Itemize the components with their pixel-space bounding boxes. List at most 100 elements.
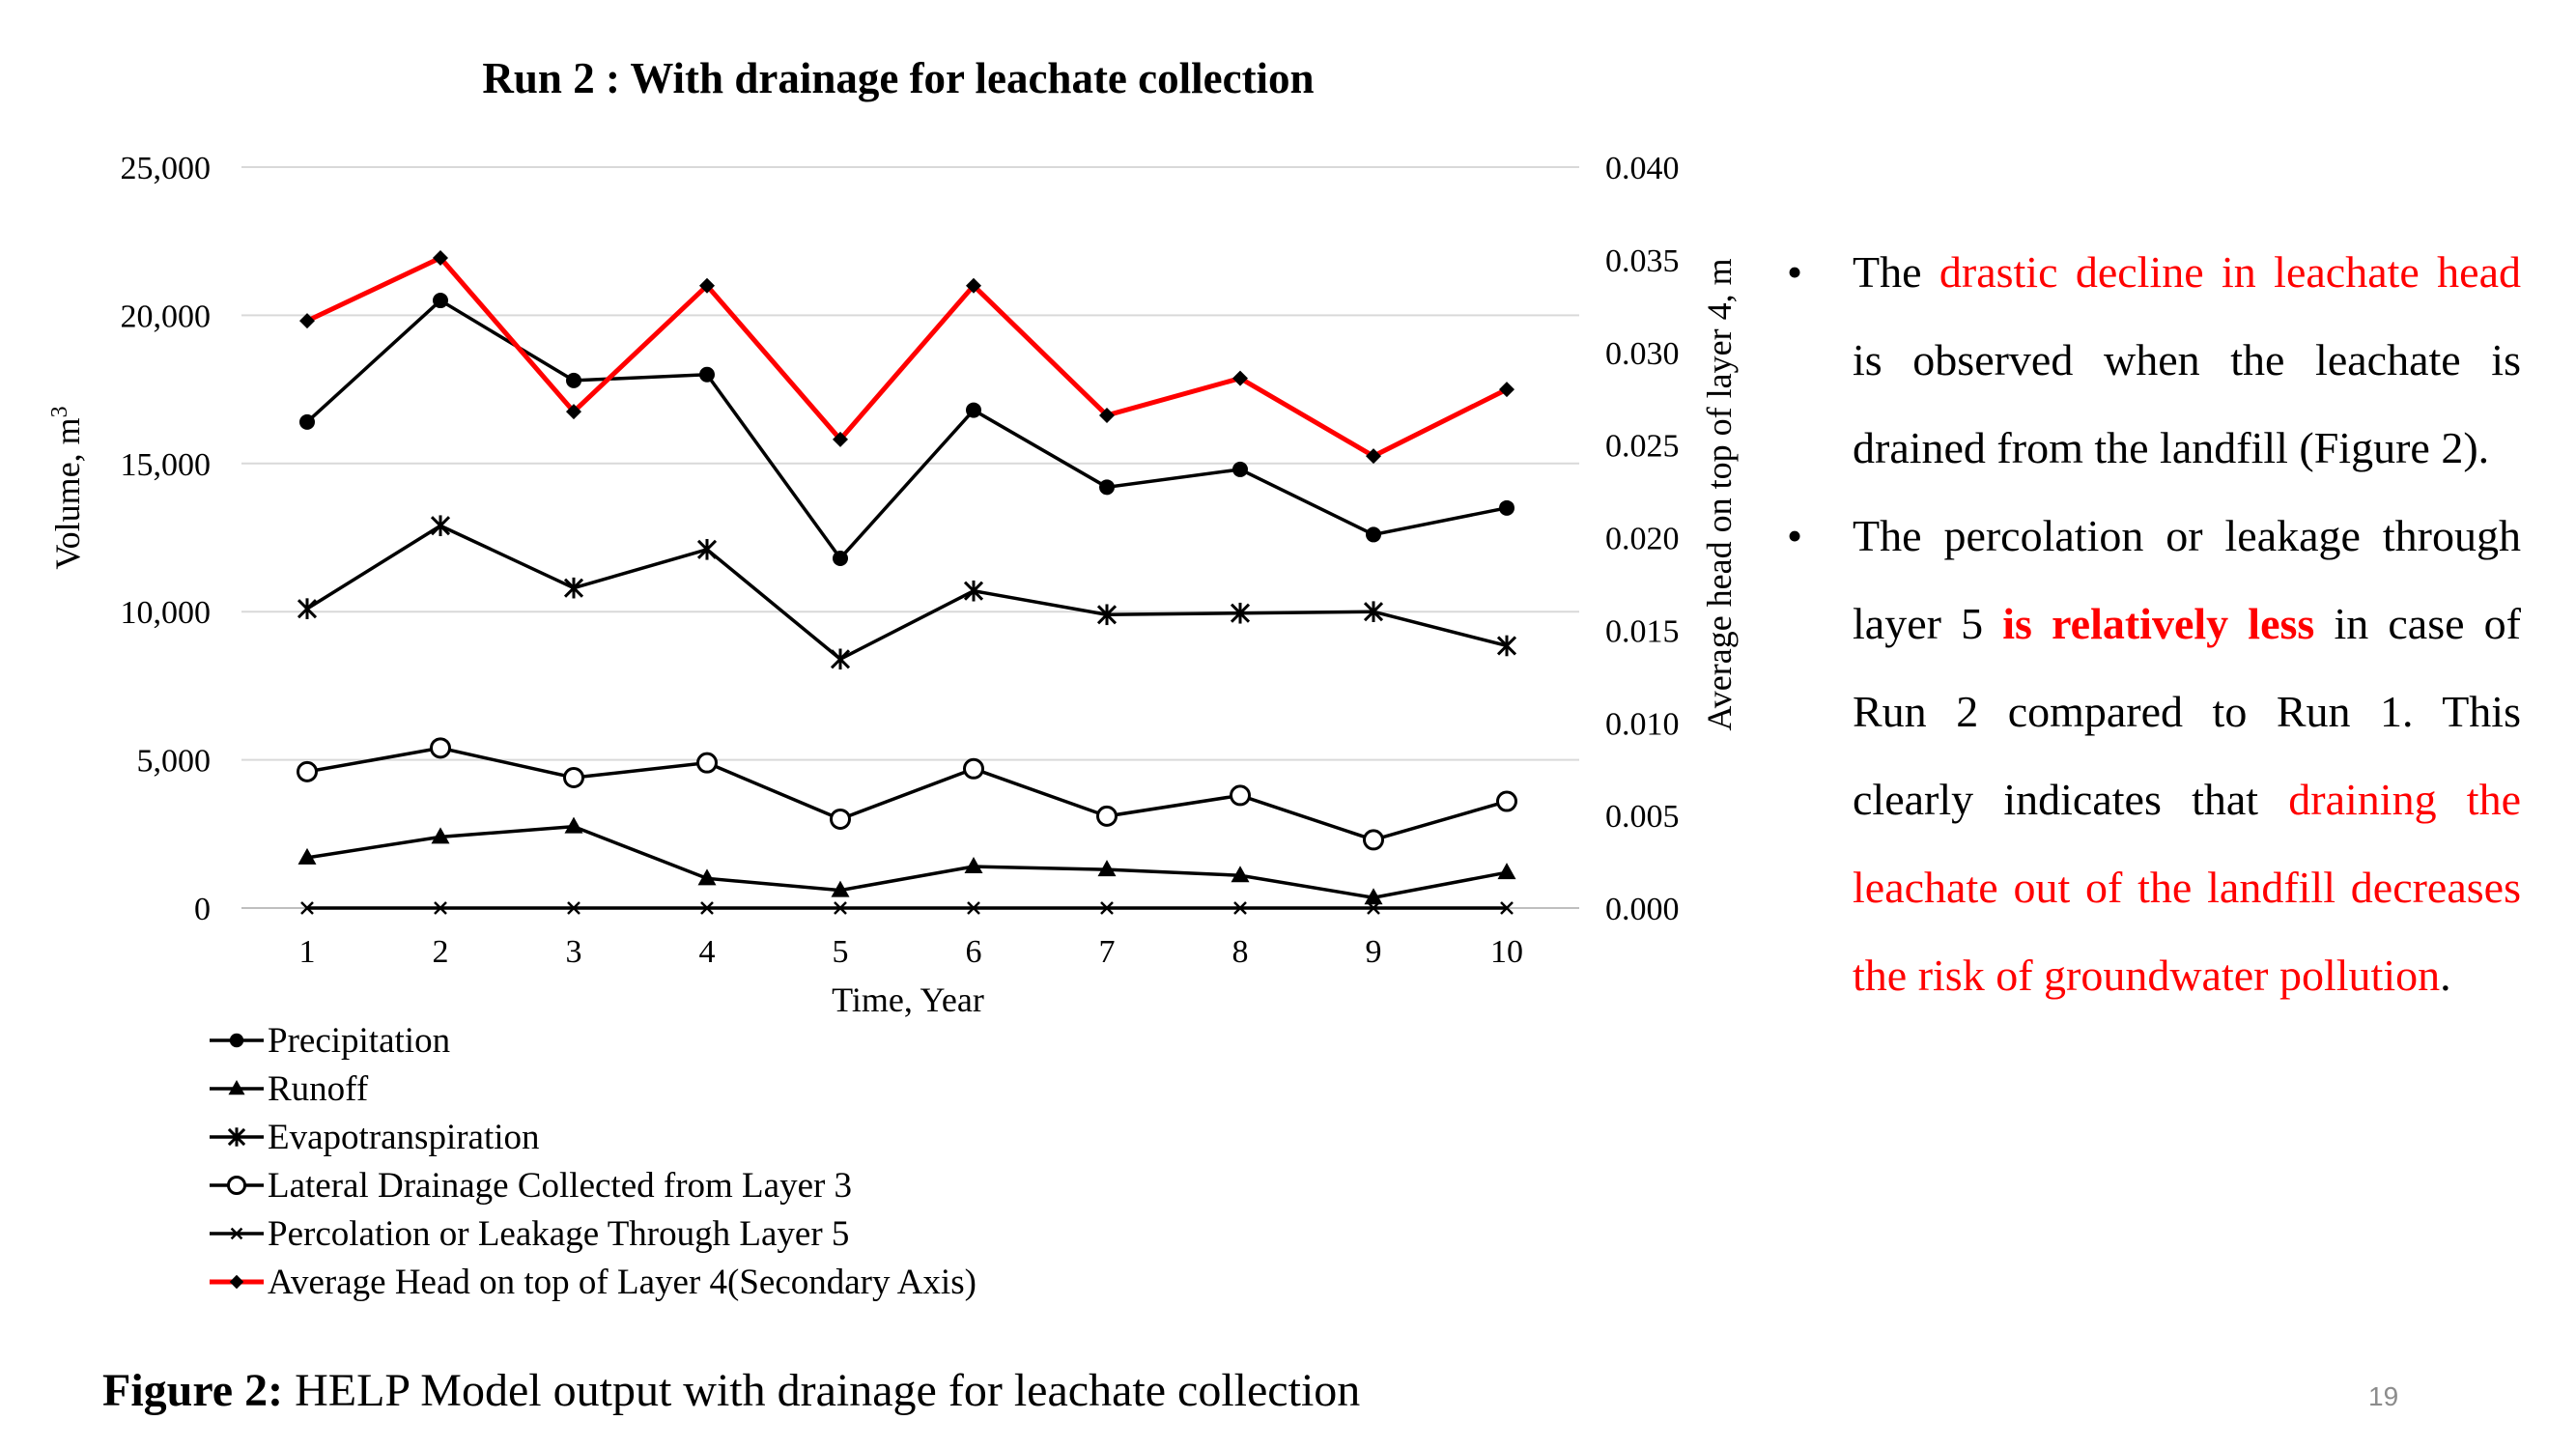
bullet-segment: draining the leachate out of the landfil… <box>1853 775 2521 1000</box>
data-point <box>1233 901 1247 915</box>
data-point <box>697 868 717 886</box>
data-point <box>964 857 983 874</box>
x-tick-label: 9 <box>1366 934 1382 970</box>
y2-tick-label: 0.005 <box>1605 799 1680 835</box>
legend-label: Lateral Drainage Collected from Layer 3 <box>268 1165 853 1206</box>
data-point <box>433 293 448 309</box>
series-precipitation <box>299 293 1514 566</box>
data-point <box>1097 860 1117 877</box>
data-point <box>297 847 317 865</box>
bullet-list: • The drastic decline in leachate head is… <box>1787 228 2521 1019</box>
data-point <box>1364 888 1383 905</box>
series-average-head-on-top-of-layer-4-secondary-axis <box>299 249 1514 465</box>
data-point <box>300 901 314 915</box>
bullet-segment: is observed when the leachate is drained… <box>1853 335 2521 472</box>
x-tick-label: 7 <box>1099 934 1116 970</box>
data-point <box>1232 461 1248 477</box>
series-line <box>306 746 1508 842</box>
legend-label: Runoff <box>268 1068 369 1109</box>
y-tick-label: 20,000 <box>121 298 212 334</box>
data-point <box>1499 382 1514 398</box>
legend-item: Average Head on top of Layer 4(Secondary… <box>208 1258 977 1306</box>
x-tick-label: 3 <box>566 934 582 970</box>
y-tick-label: 25,000 <box>121 151 212 186</box>
legend-label: Precipitation <box>268 1020 451 1061</box>
figure-caption: Figure 2: HELP Model output with drainag… <box>102 1364 1360 1417</box>
y2-tick-label: 0.025 <box>1605 429 1680 465</box>
y2-tick-label: 0.040 <box>1605 151 1680 186</box>
bullet-segment: drastic decline in leachate head <box>1939 247 2521 297</box>
x-tick-label: 5 <box>833 934 849 970</box>
bullet-item: • The drastic decline in leachate head is… <box>1787 228 2521 492</box>
page-number: 19 <box>2368 1381 2399 1411</box>
y2-tick-label: 0.010 <box>1605 706 1680 742</box>
series-line <box>305 298 1508 561</box>
data-point <box>433 249 448 266</box>
data-point <box>431 827 450 844</box>
data-point <box>831 880 850 897</box>
data-point <box>966 402 981 418</box>
data-point <box>566 372 581 388</box>
data-point <box>563 767 584 789</box>
data-point <box>834 901 847 915</box>
y2-tick-label: 0.035 <box>1605 243 1680 279</box>
y-tick-label: 0 <box>194 892 211 927</box>
series-line <box>306 524 1508 662</box>
bullet-segment: The <box>1853 247 1939 297</box>
data-point <box>563 577 584 599</box>
bullet-text: The drastic decline in leachate head is … <box>1853 228 2521 492</box>
legend: Precipitation Runoff Evapotranspiration Lat… <box>208 1016 977 1306</box>
caption-text: HELP Model output with drainage for leac… <box>283 1365 1361 1416</box>
data-point <box>299 413 315 430</box>
legend-item: Evapotranspiration <box>208 1113 977 1161</box>
data-point <box>1366 448 1381 465</box>
bullet-segment: . <box>2440 951 2451 1000</box>
data-point <box>963 580 984 602</box>
series-runoff <box>297 816 1516 905</box>
data-point <box>1099 407 1115 423</box>
data-point <box>1497 863 1516 880</box>
data-point <box>1099 479 1115 496</box>
y2-tick-label: 0.015 <box>1605 613 1680 649</box>
legend-label: Evapotranspiration <box>268 1117 540 1157</box>
caption-label: Figure 2: <box>102 1365 284 1416</box>
data-point <box>1363 601 1384 622</box>
data-point <box>430 737 451 759</box>
bullet-dot: • <box>1787 247 1803 297</box>
y2-tick-label: 0.000 <box>1605 892 1680 927</box>
data-point <box>1499 499 1514 516</box>
data-point <box>1496 790 1517 812</box>
legend-swatch <box>210 1175 264 1196</box>
data-point <box>564 816 583 834</box>
x-tick-label: 1 <box>299 934 316 970</box>
data-point <box>1231 866 1250 883</box>
bullet-segment: in case of Run 2 compared to Run 1. This… <box>1853 599 2521 824</box>
data-point <box>830 808 851 830</box>
data-point <box>1366 526 1381 543</box>
x-tick-label: 6 <box>966 934 982 970</box>
y2-axis-label: Average head on top of layer 4, m <box>1700 258 1739 730</box>
x-axis-label: Time, Year <box>832 980 984 1019</box>
chart-title: Run 2 : With drainage for leachate colle… <box>482 54 1315 102</box>
legend-swatch <box>210 1227 264 1240</box>
bullet-item: • The percolation or leakage through laye… <box>1787 492 2521 1019</box>
x-tick-label: 2 <box>433 934 449 970</box>
data-point <box>1367 901 1380 915</box>
bullet-segment: The percolation or leakage through layer… <box>1853 511 2521 648</box>
data-point <box>966 277 981 294</box>
legend-swatch <box>210 1127 264 1147</box>
data-point <box>833 550 848 566</box>
legend-item: Lateral Drainage Collected from Layer 3 <box>208 1161 977 1209</box>
legend-swatch <box>210 1080 264 1095</box>
series-evapotranspiration <box>297 515 1517 670</box>
data-point <box>1232 370 1248 386</box>
legend-item: Runoff <box>208 1065 977 1113</box>
series-line <box>306 824 1508 900</box>
legend-item: Percolation or Leakage Through Layer 5 <box>208 1209 977 1258</box>
y-axis-label: Volume, m3 <box>47 406 87 569</box>
data-point <box>1230 602 1251 624</box>
data-point <box>566 404 581 420</box>
series-lateral-drainage-collected-from-layer-3 <box>297 737 1517 851</box>
series-line <box>305 254 1509 459</box>
